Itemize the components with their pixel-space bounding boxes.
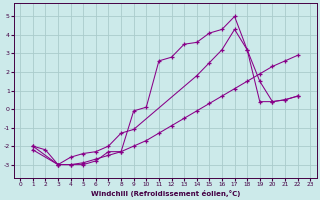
X-axis label: Windchill (Refroidissement éolien,°C): Windchill (Refroidissement éolien,°C) xyxy=(91,190,240,197)
